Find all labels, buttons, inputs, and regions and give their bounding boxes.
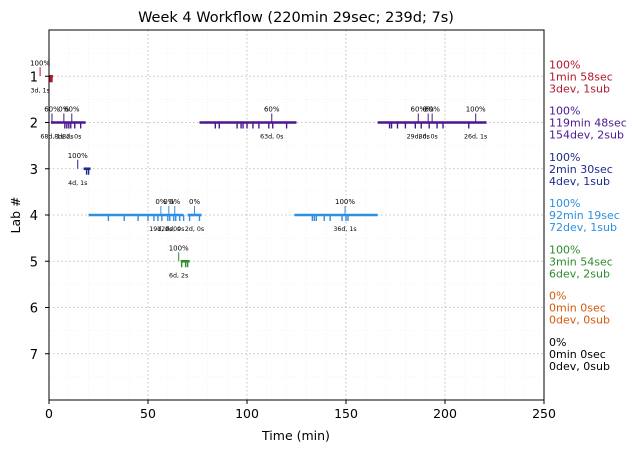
submission-score-label: 60% — [424, 106, 440, 114]
lab-summary-line: 100% — [549, 105, 580, 118]
submission-score-label: 0% — [58, 106, 69, 114]
submission-score-label: 0% — [189, 198, 200, 206]
lab-summary-line: 0min 0sec — [549, 302, 606, 315]
submission-count-label: 6d, 2s — [169, 272, 188, 279]
submission-score-label: 0% — [423, 106, 434, 114]
submission-score-label: 100% — [335, 198, 355, 206]
lab-summary-line: 3min 54sec — [549, 255, 613, 268]
lane-lab-3: 100% 4d, 1s — [68, 152, 91, 187]
lab-summary-line: 0dev, 0sub — [549, 314, 610, 327]
submission-score-label: 100% — [169, 244, 189, 252]
lab-summary-line: 2min 30sec — [549, 163, 613, 176]
submission-score-label: 0% — [169, 198, 180, 206]
y-tick-label: 5 — [30, 255, 38, 270]
submission-score-label: 0% — [163, 198, 174, 206]
submission-count-label: 4d, 1s — [68, 180, 87, 187]
x-tick-label: 200 — [433, 406, 457, 421]
submission-count-label: 68d, 1s — [40, 134, 63, 141]
y-axis-label: Lab # — [8, 196, 23, 233]
x-axis-label: Time (min) — [261, 428, 330, 443]
lab-summary-line: 100% — [549, 58, 580, 71]
y-tick-label: 6 — [30, 302, 38, 317]
y-tick-label: 7 — [30, 348, 38, 363]
lab-summary-line: 1min 58sec — [549, 70, 613, 83]
x-tick-label: 0 — [45, 406, 53, 421]
lab-summary-line: 119min 48sec — [549, 117, 627, 130]
lab-summary-line: 0% — [549, 290, 566, 303]
x-axis: 0 50 100 150 200 250 — [45, 400, 556, 421]
lab-summary-line: 92min 19sec — [549, 209, 620, 222]
submission-count-label: 36d, 1s — [333, 226, 356, 233]
submission-count-label: 29d, 0s — [407, 134, 430, 141]
lane-lab-2: 60% 68d, 1s 0% 8d, 2s 60% 8d, 0s 60% 63d, 0s 60%… — [40, 106, 487, 141]
submission-count-label: 26d, 1s — [464, 134, 487, 141]
submission-count-label: 8d, 0s — [62, 134, 81, 141]
lab-summary-line: 0min 0sec — [549, 348, 606, 361]
submission-count-label: 63d, 0s — [260, 134, 283, 141]
y-tick-label: 2 — [30, 117, 38, 132]
lab-summary-line: 100% — [549, 151, 580, 164]
y-tick-label: 1 — [30, 70, 38, 85]
lab-summary-line: 0% — [549, 336, 566, 349]
y-tick-label: 4 — [30, 209, 38, 224]
submission-score-label: 60% — [264, 106, 280, 114]
x-tick-label: 100 — [235, 406, 259, 421]
submission-count-label: 2d, 0s — [165, 226, 184, 233]
submission-count-label: 3d, 1s — [30, 87, 49, 94]
submission-count-label: 8d, 2s — [54, 134, 73, 141]
lab-summary-line: 4dev, 1sub — [549, 175, 610, 188]
submission-score-label: 100% — [30, 59, 50, 67]
submission-score-label: 60% — [64, 106, 80, 114]
lane-lab-1: 100% 3d, 1s — [30, 59, 53, 94]
submission-score-label: 100% — [466, 106, 486, 114]
lab-summary-line: 6dev, 2sub — [549, 267, 610, 280]
lab-summary-line: 0dev, 0sub — [549, 360, 610, 373]
submission-score-label: 100% — [68, 152, 88, 160]
x-tick-label: 250 — [532, 406, 556, 421]
lane-lab-5: 100% 6d, 2s — [169, 244, 190, 279]
submission-score-label: 60% — [410, 106, 426, 114]
submission-count-label: 8d, 0s — [419, 134, 438, 141]
submission-score-label: 0% — [155, 198, 166, 206]
y-axis: 1 2 3 4 5 6 7 — [30, 70, 49, 363]
chart-title: Week 4 Workflow (220min 29sec; 239d; 7s) — [138, 10, 454, 26]
lab-summary-line: 100% — [549, 197, 580, 210]
lane-lab-4: 0% 19d, 0s 0% 12d, 0s 0% 2d, 0s 0% 2d, 0s 100% 36… — [88, 198, 378, 233]
y-tick-label: 3 — [30, 163, 38, 178]
lab-summary-line: 3dev, 1sub — [549, 82, 610, 95]
lab-summary-line: 154dev, 2sub — [549, 129, 624, 142]
x-tick-label: 150 — [334, 406, 358, 421]
x-tick-label: 50 — [140, 406, 156, 421]
submission-score-label: 60% — [44, 106, 60, 114]
submission-count-label: 2d, 0s — [185, 226, 204, 233]
lab-summary-line: 100% — [549, 243, 580, 256]
submission-count-label: 19d, 0s — [149, 226, 172, 233]
lab-summary-line: 72dev, 1sub — [549, 221, 617, 234]
submission-count-label: 12d, 0s — [157, 226, 180, 233]
